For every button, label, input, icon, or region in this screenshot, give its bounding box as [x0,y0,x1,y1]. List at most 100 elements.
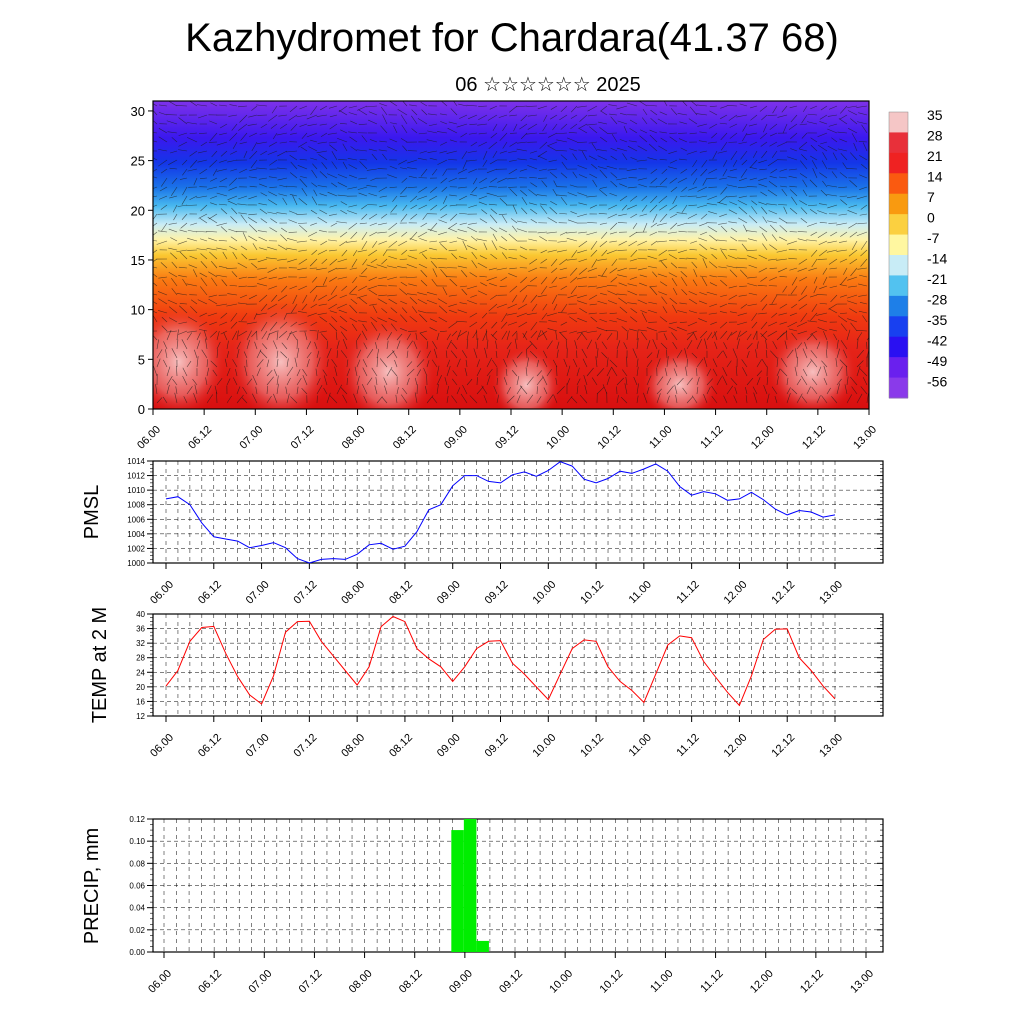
wind-vector [356,149,368,152]
wind-vector [451,395,458,404]
wind-vector [386,265,398,269]
wind-vector [158,159,168,167]
wind-vector [229,246,238,251]
wind-vector [537,294,548,298]
wind-vector [219,177,228,183]
wind-vector [459,285,468,288]
wind-vector [331,316,338,323]
wind-vector [589,126,598,134]
wind-vector [398,159,408,165]
wind-vector [682,387,688,395]
wind-vector [758,159,768,164]
wind-vector [199,321,208,327]
wind-vector [846,376,849,386]
wind-vector [186,283,198,287]
wind-vector [178,330,188,335]
x-tick-label: 08.00 [339,579,367,607]
wind-vector [829,328,838,332]
wind-vector [811,386,818,395]
wind-vector [492,123,498,132]
wind-vector [498,227,508,233]
wind-vector [448,249,458,252]
wind-vector [646,387,650,395]
wind-vector [637,240,648,246]
wind-vector [279,141,288,144]
wind-vector [659,131,668,134]
wind-vector [636,338,639,350]
wind-vector [596,386,605,395]
wind-vector [278,193,288,197]
wind-vector [687,321,698,327]
wind-vector [290,321,298,327]
wind-vector [338,110,348,116]
wind-vector [458,177,468,180]
wind-vector [646,359,653,368]
wind-vector [817,327,828,332]
wind-vector [516,376,520,386]
wind-vector [417,157,428,161]
wind-vector [866,337,869,341]
wind-vector [802,189,808,197]
wind-vector [711,253,718,260]
wind-vector [847,276,858,281]
wind-vector [735,366,738,377]
wind-vector [318,294,328,301]
wind-vector [411,128,418,134]
wind-vector [459,302,468,305]
wind-vector [727,176,738,179]
wind-vector [231,207,238,215]
wind-vector [242,232,248,242]
wind-vector [550,105,558,110]
wind-vector [449,204,458,207]
wind-vector [340,325,348,332]
wind-vector [286,331,292,341]
wind-vector [272,340,278,350]
wind-vector [430,204,438,211]
wind-vector [485,329,488,341]
wind-vector [350,146,358,152]
wind-vector [319,316,328,323]
wind-vector [247,285,258,288]
wind-vector [719,177,728,180]
wind-vector [397,108,408,116]
wind-vector [761,233,768,242]
wind-vector [828,258,838,265]
wind-vector [472,330,478,339]
wind-vector [328,141,338,144]
wind-vector [333,376,338,386]
wind-vector [507,177,518,180]
wind-vector [669,132,678,134]
wind-vector [850,118,858,125]
y-tick-label: 0.10 [129,837,145,846]
wind-vector [279,184,288,188]
wind-vector [726,195,738,198]
wind-vector [596,327,608,332]
wind-vector [742,123,748,132]
wind-vector [739,285,748,287]
wind-vector [560,123,568,130]
wind-vector [543,114,548,122]
wind-vector [409,316,418,323]
wind-vector [406,333,412,341]
wind-vector [629,276,638,280]
wind-vector [336,267,348,270]
wind-vector [382,153,388,161]
wind-vector [618,240,628,246]
wind-vector [641,312,648,323]
wind-vector [719,213,728,217]
wind-vector [821,360,828,368]
wind-vector [629,128,638,134]
heat-x-tick-label: 12.12 [800,424,828,452]
wind-vector [839,258,848,263]
wind-vector [480,282,488,287]
wind-vector [468,114,478,120]
wind-vector [496,394,500,404]
wind-vector [466,378,473,386]
wind-vector [278,114,288,117]
wind-vector [723,342,728,350]
wind-vector [675,394,678,404]
wind-vector [374,385,378,395]
wind-vector [811,378,818,386]
wind-vector [577,300,588,305]
